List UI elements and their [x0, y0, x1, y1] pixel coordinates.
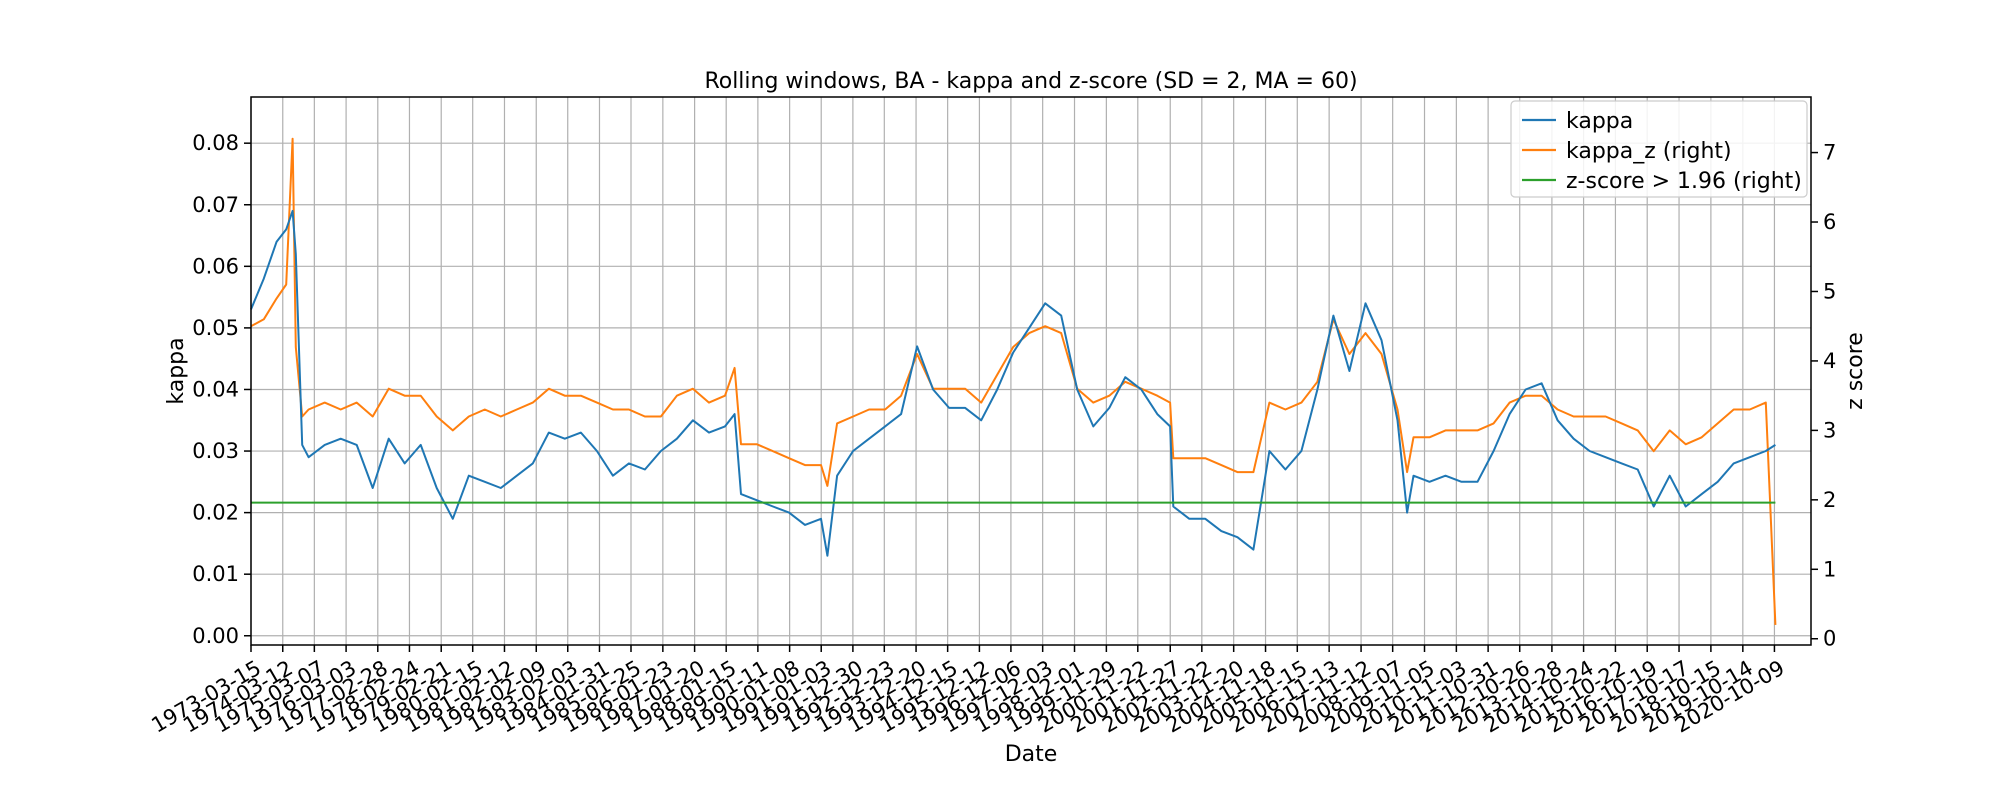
series-layer [250, 137, 1777, 625]
y-tick-label: 0.07 [192, 193, 239, 217]
y-tick-label-right: 3 [1823, 418, 1836, 442]
y-tick-label-right: 0 [1823, 627, 1836, 651]
y-tick-label: 0.00 [192, 624, 239, 648]
x-axis: 1973-03-151974-03-121975-03-071976-03-03… [147, 645, 1789, 738]
y-tick-label-right: 6 [1823, 210, 1836, 234]
x-axis-label: Date [1005, 742, 1058, 767]
legend-entry: kappa [1566, 109, 1633, 134]
y-tick-label: 0.06 [192, 254, 239, 278]
y-tick-label-right: 5 [1823, 279, 1836, 303]
y-tick-label: 0.08 [192, 131, 239, 155]
y-tick-label: 0.05 [192, 316, 239, 340]
plot-frame [250, 96, 1812, 646]
y-axis-label: kappa [164, 337, 189, 404]
y-tick-label: 0.04 [192, 377, 239, 401]
left-axis: 0.00 0.01 0.02 0.03 0.04 0.05 0.06 0.07 0.08 [192, 131, 251, 648]
y-tick-label-right: 7 [1823, 141, 1836, 165]
series-line-kappa-z-right [250, 137, 1777, 625]
legend-box [1510, 100, 1808, 198]
grid [250, 97, 1811, 645]
legend-entry: z-score > 1.96 (right) [1566, 169, 1802, 194]
y-tick-label: 0.02 [192, 501, 239, 525]
y-tick-label-right: 2 [1823, 488, 1836, 512]
y-axis-label-right: z score [1843, 332, 1868, 410]
y-tick-label-right: 4 [1823, 349, 1836, 373]
right-axis: 0 1 2 3 4 5 6 7 [1811, 141, 1836, 651]
series-line-kappa [250, 209, 1776, 557]
legend-entry: kappa_z (right) [1566, 139, 1732, 164]
y-tick-label: 0.03 [192, 439, 239, 463]
legend: kappa kappa_z (right) z-score > 1.96 (righ… [1510, 100, 1808, 198]
y-tick-label-right: 1 [1823, 557, 1836, 581]
y-tick-label: 0.01 [192, 562, 239, 586]
chart-title: Rolling windows, BA - kappa and z-score … [704, 69, 1357, 94]
